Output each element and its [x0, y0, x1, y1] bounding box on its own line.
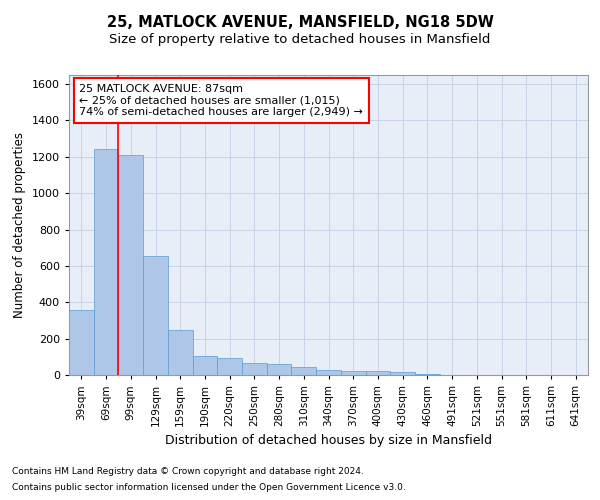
Bar: [168, 330, 193, 375]
Text: 25 MATLOCK AVENUE: 87sqm
← 25% of detached houses are smaller (1,015)
74% of sem: 25 MATLOCK AVENUE: 87sqm ← 25% of detach…: [79, 84, 363, 117]
Y-axis label: Number of detached properties: Number of detached properties: [13, 132, 26, 318]
Bar: [316, 370, 341, 375]
Bar: [143, 256, 168, 375]
Bar: [365, 372, 390, 375]
Bar: [193, 356, 217, 375]
Bar: [242, 363, 267, 375]
X-axis label: Distribution of detached houses by size in Mansfield: Distribution of detached houses by size …: [165, 434, 492, 448]
Bar: [118, 155, 143, 375]
Text: 25, MATLOCK AVENUE, MANSFIELD, NG18 5DW: 25, MATLOCK AVENUE, MANSFIELD, NG18 5DW: [107, 15, 493, 30]
Text: Contains HM Land Registry data © Crown copyright and database right 2024.: Contains HM Land Registry data © Crown c…: [12, 467, 364, 476]
Bar: [292, 367, 316, 375]
Bar: [69, 310, 94, 375]
Bar: [267, 364, 292, 375]
Bar: [217, 358, 242, 375]
Text: Contains public sector information licensed under the Open Government Licence v3: Contains public sector information licen…: [12, 484, 406, 492]
Bar: [390, 372, 415, 375]
Text: Size of property relative to detached houses in Mansfield: Size of property relative to detached ho…: [109, 32, 491, 46]
Bar: [415, 374, 440, 375]
Bar: [94, 148, 118, 375]
Bar: [341, 372, 365, 375]
